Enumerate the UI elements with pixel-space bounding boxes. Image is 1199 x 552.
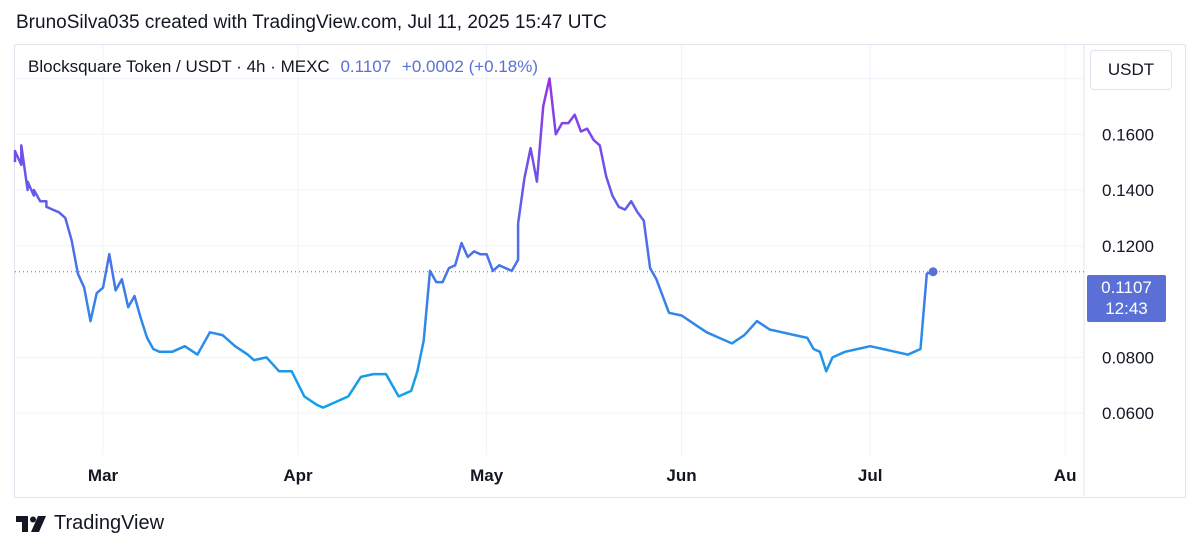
price-series-line [13, 77, 934, 409]
y-tick-label: 0.1400 [1102, 181, 1154, 200]
y-tick-label: 0.0800 [1102, 348, 1154, 367]
currency-unit-button[interactable]: USDT [1090, 50, 1172, 90]
last-price-value: 0.1107 [340, 57, 392, 76]
x-tick-label: Apr [283, 466, 313, 485]
chart-attribution: BrunoSilva035 created with TradingView.c… [16, 12, 607, 33]
y-tick-label: 0.1600 [1102, 125, 1154, 144]
x-tick-label: Jun [666, 466, 696, 485]
current-price-tag: 0.1107 12:43 [1087, 275, 1166, 322]
chart-frame [14, 44, 1186, 498]
symbol-title: Blocksquare Token / USDT · 4h · MEXC [28, 57, 330, 76]
brand-name: TradingView [54, 512, 165, 534]
last-price-marker [928, 267, 938, 277]
y-tick-label: 0.1200 [1102, 237, 1154, 256]
x-tick-label: Au [1054, 466, 1077, 485]
candle-countdown: 12:43 [1105, 299, 1148, 318]
price-change-value: +0.0002 (+0.18%) [401, 57, 539, 76]
tradingview-logo-icon [16, 515, 46, 532]
y-tick-label: 0.0600 [1102, 404, 1154, 423]
current-price-label: 0.1107 [1101, 278, 1152, 297]
symbol-legend: Blocksquare Token / USDT · 4h · MEXC 0.1… [28, 57, 538, 77]
x-tick-label: Mar [88, 466, 119, 485]
x-tick-label: May [470, 466, 504, 485]
x-tick-label: Jul [858, 466, 883, 485]
footer-brand[interactable]: TradingView [16, 512, 164, 535]
